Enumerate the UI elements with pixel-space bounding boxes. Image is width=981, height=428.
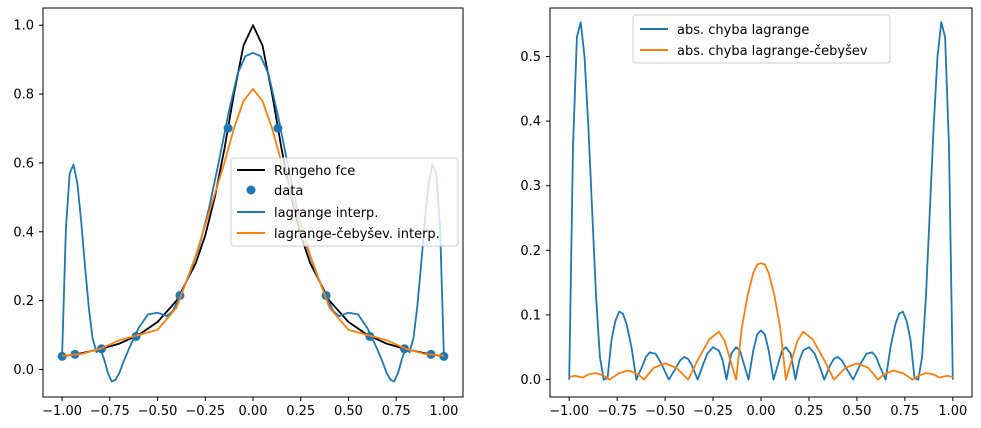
chebyshev-curve xyxy=(62,88,444,357)
y-tick: 0.0 xyxy=(13,363,43,378)
error-lagrange-curve xyxy=(568,21,954,381)
x-tick-label: 1.00 xyxy=(938,404,967,419)
y-tick-label: 0.1 xyxy=(520,308,541,323)
legend-box xyxy=(230,157,459,247)
y-tick: 0.1 xyxy=(520,308,550,323)
legend-label-error-lagrange: abs. chyba lagrange xyxy=(677,23,809,38)
error-chebyshev-curve xyxy=(568,262,954,381)
x-tick-label: 0.50 xyxy=(334,404,363,419)
y-tick: 0.3 xyxy=(520,179,550,194)
y-tick-label: 0.4 xyxy=(520,115,541,130)
right-plot-area xyxy=(550,8,972,397)
right-y-axis: 0.0 0.1 0.2 0.3 0.4 0.5 xyxy=(520,50,550,388)
x-tick-label: −1.00 xyxy=(42,404,82,419)
right-x-axis: −1.00 −0.75 −0.50 −0.25 0.00 0.25 0.50 0… xyxy=(549,397,967,419)
y-tick-label: 0.5 xyxy=(520,50,541,65)
left-chart: 0.0 0.2 0.4 0.6 0.8 1.0 −1.00 −0.75 −0.5… xyxy=(13,7,464,419)
x-tick-label: 0.00 xyxy=(747,404,776,419)
y-tick: 0.0 xyxy=(520,373,550,388)
x-tick: −1.00 xyxy=(42,397,82,419)
x-tick: −0.50 xyxy=(645,397,685,419)
x-tick: −0.50 xyxy=(138,397,178,419)
x-tick-label: −0.50 xyxy=(645,404,685,419)
legend-box xyxy=(632,14,891,64)
legend-label-data: data xyxy=(274,184,303,199)
y-tick: 1.0 xyxy=(13,19,43,34)
x-tick-label: −0.50 xyxy=(138,404,178,419)
y-tick-label: 0.8 xyxy=(13,88,34,103)
y-tick: 0.4 xyxy=(13,225,43,240)
x-tick: 0.00 xyxy=(239,397,268,419)
y-tick-label: 0.6 xyxy=(13,156,34,171)
right-plot-frame xyxy=(549,7,973,398)
y-tick-label: 1.0 xyxy=(13,19,34,34)
left-legend: Rungeho fce data lagrange interp. lagran… xyxy=(230,157,459,247)
legend-label-lagrange: lagrange interp. xyxy=(274,206,378,221)
y-tick-label: 0.2 xyxy=(520,244,541,259)
y-tick-label: 0.0 xyxy=(520,373,541,388)
right-legend: abs. chyba lagrange abs. chyba lagrange-… xyxy=(632,14,891,64)
x-tick-label: −0.75 xyxy=(597,404,637,419)
x-tick-label: −0.25 xyxy=(185,404,225,419)
y-tick: 0.2 xyxy=(13,294,43,309)
x-tick-label: −1.00 xyxy=(549,404,589,419)
y-tick: 0.4 xyxy=(520,115,550,130)
left-series-layer xyxy=(57,24,449,383)
y-tick: 0.5 xyxy=(520,50,550,65)
x-tick-label: 1.00 xyxy=(429,404,458,419)
y-tick-label: 0.2 xyxy=(13,294,34,309)
x-tick: 0.50 xyxy=(334,397,363,419)
x-tick-label: 0.25 xyxy=(286,404,315,419)
left-plot-frame xyxy=(42,7,464,398)
legend-label-chebyshev: lagrange-čebyšev. interp. xyxy=(274,227,440,242)
x-tick: −0.75 xyxy=(597,397,637,419)
runge-curve xyxy=(61,24,445,358)
x-tick-label: 0.75 xyxy=(382,404,411,419)
x-tick-label: 0.75 xyxy=(890,404,919,419)
legend-label-error-chebyshev: abs. chyba lagrange-čebyšev xyxy=(677,44,868,59)
y-tick: 0.8 xyxy=(13,88,43,103)
right-chart: 0.0 0.1 0.2 0.3 0.4 0.5 −1.00 −0.75 −0.5… xyxy=(520,7,973,419)
x-tick: 0.50 xyxy=(842,397,871,419)
y-tick-label: 0.4 xyxy=(13,225,34,240)
x-tick-label: 0.00 xyxy=(239,404,268,419)
x-tick: 0.75 xyxy=(890,397,919,419)
x-tick-label: −0.75 xyxy=(90,404,130,419)
y-tick-label: 0.3 xyxy=(520,179,541,194)
x-tick: −1.00 xyxy=(549,397,589,419)
data-point xyxy=(57,351,67,361)
left-x-axis: −1.00 −0.75 −0.50 −0.25 0.00 0.25 0.50 0… xyxy=(42,397,458,419)
x-tick: 1.00 xyxy=(429,397,458,419)
x-tick-label: 0.25 xyxy=(794,404,823,419)
x-tick-label: 0.50 xyxy=(842,404,871,419)
left-y-axis: 0.0 0.2 0.4 0.6 0.8 1.0 xyxy=(13,19,43,378)
right-series-layer xyxy=(568,21,954,381)
y-tick: 0.6 xyxy=(13,156,43,171)
y-tick: 0.2 xyxy=(520,244,550,259)
x-tick: 0.25 xyxy=(794,397,823,419)
data-point xyxy=(439,351,449,361)
x-tick: −0.25 xyxy=(693,397,733,419)
y-tick-label: 0.0 xyxy=(13,363,34,378)
legend-swatch-data xyxy=(246,185,256,195)
legend-label-runge: Rungeho fce xyxy=(274,164,355,179)
x-tick: −0.75 xyxy=(90,397,130,419)
x-tick: −0.25 xyxy=(185,397,225,419)
x-tick-label: −0.25 xyxy=(693,404,733,419)
x-tick: 1.00 xyxy=(938,397,967,419)
x-tick: 0.00 xyxy=(747,397,776,419)
lagrange-curve xyxy=(61,51,445,383)
x-tick: 0.75 xyxy=(382,397,411,419)
x-tick: 0.25 xyxy=(286,397,315,419)
